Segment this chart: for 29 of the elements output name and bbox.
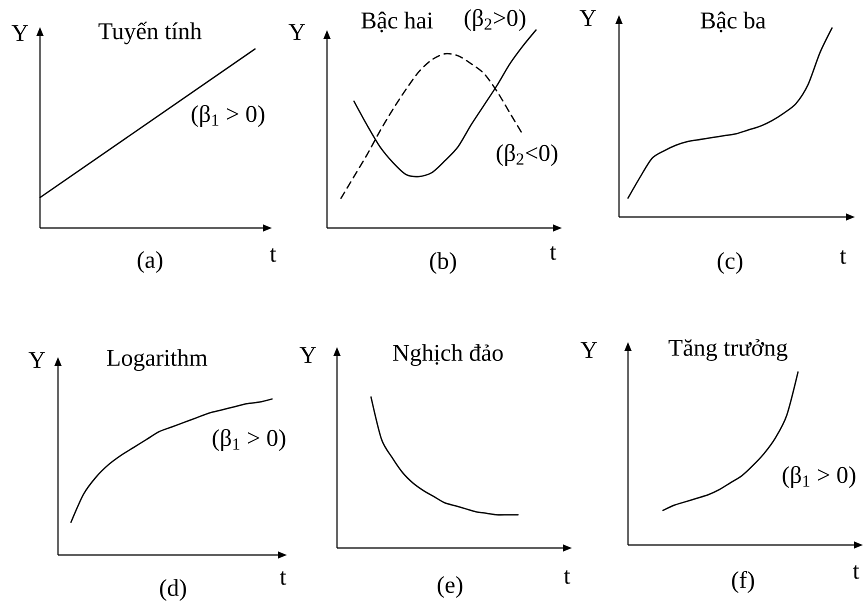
series-label: (β$_{1}$ > 0) bbox=[212, 428, 286, 451]
series-label: (β$_{2}$<0) bbox=[496, 144, 558, 166]
y-axis-title: Y bbox=[12, 25, 28, 41]
series-label: (β$_{2}$>0) bbox=[464, 8, 526, 31]
series-label: (β$_{1}$ > 0) bbox=[192, 104, 264, 127]
y-axis-title: Y bbox=[28, 352, 46, 368]
chart-title: Tăng trưởng bbox=[668, 339, 788, 361]
x-axis-title: t bbox=[270, 248, 276, 262]
text: (a) bbox=[138, 251, 162, 273]
text: (e) bbox=[438, 576, 462, 598]
x-axis-title: t bbox=[564, 570, 570, 584]
x-axis-title: t bbox=[852, 565, 860, 579]
text: (c) bbox=[718, 252, 742, 274]
x-axis-title: t bbox=[840, 250, 846, 264]
chart-title: Bậc hai bbox=[361, 12, 433, 32]
series-label: (β$_{1}$ > 0) bbox=[782, 466, 856, 488]
text: (f) bbox=[732, 570, 754, 594]
chart-title: Nghịch đảo bbox=[393, 344, 503, 366]
x-axis-title: t bbox=[280, 571, 286, 585]
y-axis-title: Y bbox=[288, 24, 306, 40]
y-axis-title: Y bbox=[580, 10, 596, 26]
chart-title: Logarithm bbox=[107, 349, 208, 371]
text: (b) bbox=[430, 252, 456, 274]
text: (d) bbox=[160, 579, 186, 601]
chart-title: Tuyến tính bbox=[98, 22, 202, 44]
y-axis-title: Y bbox=[300, 347, 316, 363]
x-axis-title: t bbox=[550, 246, 556, 260]
y-axis-title: Y bbox=[580, 342, 598, 358]
chart-title: Bậc ba bbox=[700, 12, 766, 32]
